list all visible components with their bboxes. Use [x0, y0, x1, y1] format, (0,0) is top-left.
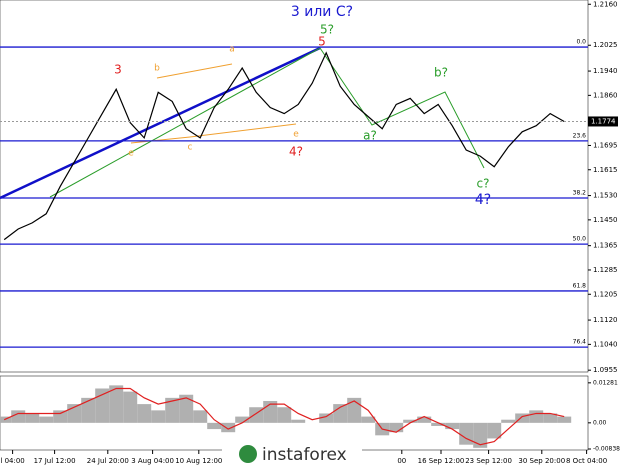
annotation: 3	[114, 63, 122, 77]
price-label: 1.1774	[591, 117, 616, 125]
annotation: c	[188, 143, 193, 153]
osc-bar	[193, 410, 208, 423]
osc-bar	[361, 416, 376, 423]
osc-bar	[137, 404, 152, 423]
y-tick-label: 1.1940	[593, 67, 618, 75]
annotation: 5	[318, 35, 326, 49]
fib-label: 38.2	[573, 189, 587, 196]
fib-label: 76.4	[573, 339, 587, 346]
annotation: b?	[434, 66, 448, 80]
fib-label: 50.0	[573, 236, 587, 243]
osc-bar	[319, 413, 334, 423]
y-tick-label: 1.1695	[593, 141, 618, 149]
osc-bar	[557, 416, 572, 423]
logo-text: instaforex	[262, 445, 347, 465]
annotation: a	[229, 45, 235, 55]
osc-bar	[487, 422, 502, 439]
y-tick-label: 1.1040	[593, 340, 618, 348]
osc-bar	[235, 416, 250, 423]
osc-bar	[501, 419, 516, 423]
triangle-line	[189, 123, 297, 138]
osc-bar	[25, 413, 40, 423]
x-tick-label: 8 Oct 04:00	[566, 457, 607, 465]
price-panel	[0, 0, 589, 373]
y-tick-label: 1.1450	[593, 216, 618, 224]
osc-bar	[221, 422, 236, 433]
fib-label: 0.0	[576, 39, 586, 46]
osc-bar	[291, 419, 306, 423]
osc-bar	[445, 422, 460, 430]
osc-bar	[389, 422, 404, 433]
annotation: e	[128, 149, 134, 159]
osc-bar	[95, 388, 110, 423]
osc-bar	[151, 410, 166, 423]
annotation: c?	[477, 177, 490, 191]
osc-tick-label: 0.01281	[593, 379, 618, 386]
x-tick-label: 10 Aug 12:00	[175, 457, 222, 465]
osc-bar	[459, 422, 474, 445]
osc-bar	[347, 397, 362, 423]
osc-bar	[53, 410, 68, 423]
osc-bar	[11, 410, 26, 423]
osc-bar	[81, 397, 96, 423]
osc-tick-label: -0.00838	[593, 446, 620, 453]
y-tick-label: 1.2160	[593, 0, 618, 8]
osc-bar	[529, 410, 544, 423]
x-tick-label: 23 Sep 12:00	[465, 457, 512, 465]
annotation: e	[293, 130, 299, 140]
osc-bar	[165, 397, 180, 423]
osc-tick-label: 0.00	[593, 419, 607, 426]
osc-bar	[473, 422, 488, 448]
y-tick-label: 1.1615	[593, 166, 618, 174]
x-tick-label: 24 Jul 20:00	[87, 457, 129, 465]
osc-bar	[179, 394, 194, 423]
osc-bar	[123, 391, 138, 423]
x-tick-label: 17 Jul 12:00	[34, 457, 76, 465]
osc-bar	[39, 416, 54, 423]
y-tick-label: 1.1120	[593, 316, 618, 324]
y-tick-label: 1.1365	[593, 242, 618, 250]
price-box	[588, 116, 618, 127]
triangle-line	[156, 63, 233, 79]
y-tick-label: 1.2025	[593, 41, 618, 49]
osc-signal	[3, 387, 565, 446]
osc-bar	[109, 385, 124, 423]
osc-bar	[207, 422, 222, 430]
annotations: 3 или С? 5? 5 3 b a e c e 4? a? b? c? 4?	[114, 4, 491, 208]
x-tick-label: 00	[397, 457, 406, 465]
osc-bar	[543, 413, 558, 423]
y-tick-label: 1.1285	[593, 266, 618, 274]
x-tick-label: l 04:00	[0, 457, 24, 465]
fib-label: 23.6	[573, 132, 587, 139]
fib-label: 61.8	[573, 282, 587, 289]
logo-icon	[239, 445, 257, 463]
annotation: a?	[363, 129, 377, 143]
y-tick-label: 1.1860	[593, 91, 618, 99]
annotation: 5?	[320, 23, 334, 37]
osc-bar	[277, 407, 292, 423]
osc-bar	[333, 404, 348, 423]
y-tick-label: 1.1530	[593, 192, 618, 200]
x-tick-label: 16 Sep 12:00	[418, 457, 465, 465]
triangle-line	[130, 136, 191, 144]
osc-bar	[403, 419, 418, 423]
y-tick-label: 1.0955	[593, 366, 618, 374]
x-tick-label: 30 Sep 20:00	[518, 457, 565, 465]
annotation: 4?	[475, 192, 491, 208]
trend-line	[0, 46, 321, 200]
osc-bar	[515, 413, 530, 423]
annotation: b	[154, 64, 160, 74]
wave-lines	[0, 46, 485, 200]
annotation: 4?	[289, 145, 303, 159]
annotation: 3 или С?	[291, 4, 353, 20]
osc-bar	[431, 422, 446, 426]
osc-bar	[417, 416, 432, 423]
wave-line	[49, 47, 485, 198]
y-tick-label: 1.1205	[593, 290, 618, 298]
x-tick-label: 3 Aug 04:00	[131, 457, 174, 465]
logo: instaforex	[222, 441, 362, 467]
